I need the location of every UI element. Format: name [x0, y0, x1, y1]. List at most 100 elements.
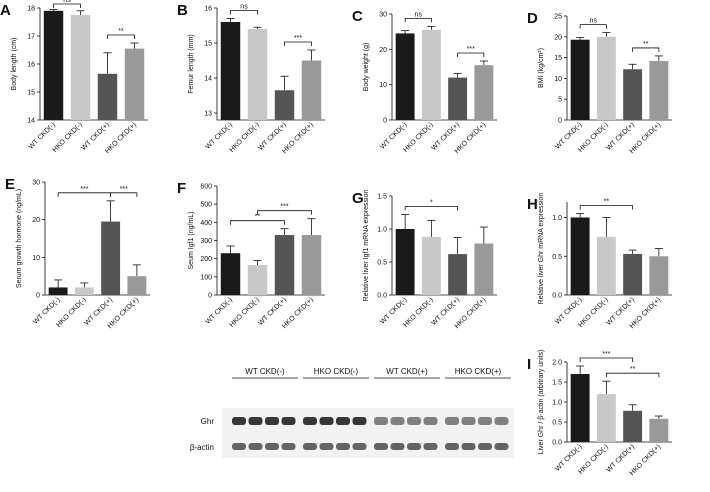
significance-label: ns	[590, 18, 598, 25]
y-tick-label: 10	[32, 255, 40, 262]
y-tick-label: 2.0	[552, 360, 562, 367]
bar	[220, 22, 241, 120]
y-tick-label: 15	[204, 41, 212, 48]
blot-band	[319, 417, 334, 425]
significance-bracket	[457, 52, 485, 57]
bar	[43, 10, 64, 120]
significance-bracket	[230, 10, 258, 15]
significance-bracket	[110, 192, 138, 197]
blot-band	[336, 417, 350, 425]
bar	[474, 65, 494, 120]
significance-label: ***	[120, 186, 128, 193]
y-tick-label: 20	[32, 217, 40, 224]
y-tick-label: 15	[27, 90, 35, 97]
bar	[97, 73, 118, 120]
significance-label: **	[643, 41, 649, 48]
x-tick-label: WT CKD(-)	[28, 121, 57, 150]
significance-label: ns	[415, 11, 423, 18]
significance-bracket	[605, 372, 660, 378]
bar	[395, 33, 415, 120]
significance-bracket	[404, 206, 459, 211]
significance-label: **	[630, 366, 636, 373]
blot-row-label: Ghr	[201, 417, 215, 426]
significance-label: ***	[280, 204, 288, 211]
significance-label: ***	[80, 186, 88, 193]
y-axis-title: Femur length (mm)	[188, 34, 195, 94]
panel-letter: E	[5, 176, 15, 193]
bar	[48, 287, 68, 295]
panel-letter: D	[527, 10, 538, 27]
significance-label: ns	[240, 4, 248, 11]
y-axis-title: Serum growth hormone (ng/mL)	[16, 189, 23, 288]
significance-bracket	[404, 17, 432, 23]
significance-label: ***	[467, 46, 475, 53]
blot-band	[445, 443, 459, 450]
blot-band	[478, 443, 492, 450]
y-tick-label: 0	[208, 293, 212, 300]
blot-background	[222, 408, 514, 458]
blot-group-label: WT CKD(+)	[386, 367, 428, 376]
significance-label: **	[604, 199, 610, 206]
x-tick-label: WT CKD(-)	[205, 296, 234, 325]
bar	[623, 410, 643, 442]
y-tick-label: 400	[200, 220, 212, 227]
blot-band	[336, 443, 350, 450]
y-axis-title: Seum Igf1 (ng/mL)	[188, 212, 195, 270]
blot-band	[494, 417, 509, 425]
bar	[649, 256, 669, 295]
y-tick-label: 0	[383, 118, 387, 125]
significance-label: ***	[294, 35, 302, 42]
bar	[301, 235, 322, 295]
blot-band	[265, 443, 279, 450]
blot-band	[303, 417, 317, 425]
y-tick-label: 600	[200, 184, 212, 191]
y-tick-label: 1.0	[377, 227, 387, 234]
y-tick-label: 10	[379, 82, 387, 89]
blot-band	[281, 443, 296, 450]
bar	[448, 254, 468, 295]
bar	[274, 90, 295, 120]
significance-bracket	[632, 47, 660, 52]
y-tick-label: 200	[200, 256, 212, 263]
bar	[101, 221, 121, 295]
blot-band	[232, 417, 246, 425]
bar	[649, 60, 669, 120]
y-tick-label: 10	[554, 76, 562, 83]
blot-band	[461, 443, 476, 450]
blot-band	[248, 443, 263, 450]
blot-band	[390, 443, 405, 450]
blot-band	[461, 417, 476, 425]
panel-letter: C	[352, 8, 363, 25]
y-tick-label: 1.5	[377, 194, 387, 201]
y-tick-label: 14	[204, 76, 212, 83]
blot-band	[445, 417, 459, 425]
bar	[124, 48, 145, 120]
bar	[596, 236, 616, 295]
y-axis-title: BMI (kg/cm²)	[538, 48, 545, 88]
y-tick-label: 1.0	[552, 400, 562, 407]
blot-band	[494, 443, 509, 450]
significance-label: *	[430, 199, 433, 206]
y-tick-label: 0	[558, 118, 562, 125]
significance-label: ***	[602, 351, 610, 358]
bar	[74, 287, 94, 295]
significance-bracket	[57, 192, 112, 197]
bar	[127, 276, 147, 295]
y-tick-label: 1.0	[552, 215, 562, 222]
blot-group-label: HKO CKD(-)	[314, 367, 359, 376]
bar	[274, 235, 295, 295]
bar	[247, 265, 268, 295]
y-tick-label: 30	[32, 180, 40, 187]
y-tick-label: 25	[554, 14, 562, 21]
y-axis-title: Relative liver Igf1 mRNA expression	[363, 190, 370, 302]
y-tick-label: 16	[204, 6, 212, 13]
bar	[70, 15, 91, 120]
y-tick-label: 30	[379, 12, 387, 19]
y-axis-title: Relative liver Ghr mRNA expression	[538, 193, 545, 305]
blot-band	[265, 417, 279, 425]
bar	[220, 253, 241, 295]
blot-band	[390, 417, 405, 425]
y-tick-label: 20	[379, 47, 387, 54]
significance-bracket	[579, 24, 607, 29]
